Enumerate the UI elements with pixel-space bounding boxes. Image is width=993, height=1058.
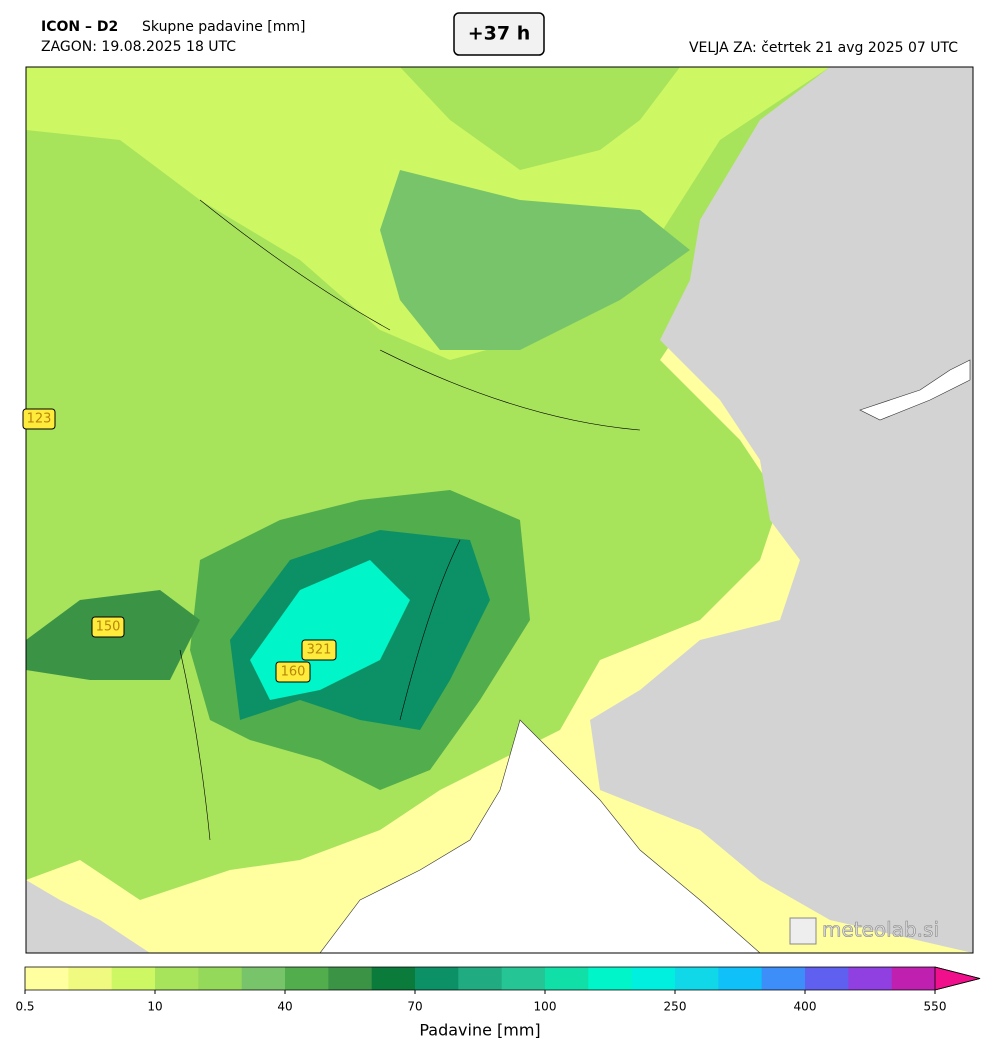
- colorbar-label: Padavine [mm]: [419, 1021, 540, 1040]
- colorbar-tick-label: 250: [664, 1000, 687, 1014]
- colorbar-segment: [285, 967, 329, 990]
- max-label-box: [22, 408, 56, 430]
- valid-time: VELJA ZA: četrtek 21 avg 2025 07 UTC: [689, 40, 958, 56]
- colorbar-segment: [155, 967, 199, 990]
- model-name: ICON – D2: [41, 19, 118, 35]
- outside-domain-east: [590, 67, 973, 953]
- colorbar-segment: [328, 967, 373, 990]
- colorbar-segment: [891, 967, 936, 990]
- colorbar-tick-label: 40: [277, 1000, 292, 1014]
- product-name: Skupne padavine [mm]: [142, 19, 306, 35]
- colorbar-tick-label: 100: [534, 1000, 557, 1014]
- lead-box: [453, 12, 545, 56]
- rain-band: [380, 170, 690, 350]
- colorbar-segment: [25, 967, 69, 990]
- colorbar-segment: [458, 967, 503, 990]
- lead-time: +37 h: [468, 23, 531, 45]
- colorbar-segment: [718, 967, 763, 990]
- colorbar-segment: [111, 967, 156, 990]
- run-time: ZAGON: 19.08.2025 18 UTC: [41, 39, 236, 55]
- colorbar-segment: [241, 967, 286, 990]
- colorbar-tick-label: 10: [147, 1000, 162, 1014]
- max-label-box: [91, 616, 125, 638]
- colorbar-extend: [934, 966, 981, 991]
- max-label: 160: [281, 665, 306, 680]
- colorbar-segment: [371, 967, 416, 990]
- colorbar-tick-label: 70: [407, 1000, 422, 1014]
- map-frame: [25, 66, 974, 954]
- lake: [859, 359, 971, 421]
- watermark-icon: [789, 917, 817, 945]
- border-line: [179, 199, 641, 841]
- max-labels: 123 150 321 160: [22, 408, 337, 683]
- sea: [319, 719, 761, 953]
- colorbar-segment: [545, 967, 589, 990]
- max-label: 321: [307, 643, 332, 658]
- colorbar-segment: [761, 967, 806, 990]
- max-label-box: [275, 661, 311, 683]
- watermark: meteolab.si: [822, 918, 939, 942]
- max-label: 123: [27, 412, 52, 427]
- colorbar-tick-label: 0.5: [15, 1000, 34, 1014]
- map: 123 150 321 160 meteolab.si: [22, 66, 974, 954]
- outside-domain-southwest: [26, 880, 150, 953]
- colorbar-segment: [675, 967, 719, 990]
- colorbar-segment: [68, 967, 113, 990]
- colorbar-segment: [848, 967, 893, 990]
- colorbar-outline: [24, 966, 981, 991]
- colorbar-segment: [588, 967, 633, 990]
- colorbar-segment: [415, 967, 459, 990]
- colorbar-segment: [631, 967, 676, 990]
- max-label: 150: [96, 620, 121, 635]
- colorbar-tick-label: 400: [794, 1000, 817, 1014]
- max-label-box: [301, 639, 337, 661]
- colorbar-segment: [198, 967, 243, 990]
- colorbar-segment: [501, 967, 546, 990]
- colorbar-segment: [805, 967, 849, 990]
- colorbar: 0.5 10 40 70 100 250 400 550: [15, 966, 981, 1014]
- colorbar-tick-label: 550: [924, 1000, 947, 1014]
